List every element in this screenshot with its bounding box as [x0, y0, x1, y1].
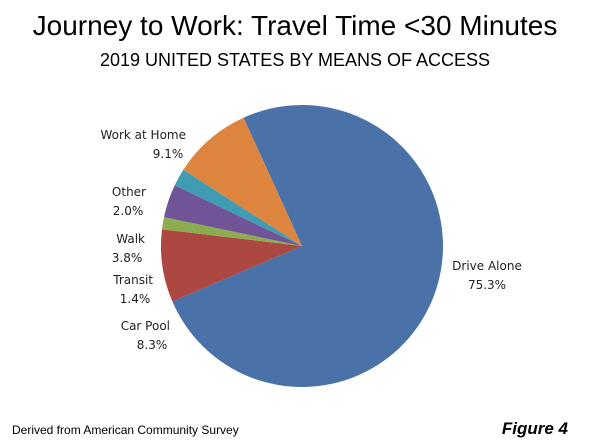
slice-label: Work at Home: [100, 128, 186, 142]
pie-slice-work-at-home: [183, 117, 302, 246]
slice-label: Drive Alone: [452, 259, 522, 273]
slice-label: Car Pool: [121, 319, 170, 333]
slice-label: Transit: [112, 273, 153, 287]
pie-slice-other: [174, 169, 302, 246]
pie-labels: Drive Alone 75.3% Car Pool 8.3% Transit 1.4% W…: [100, 128, 521, 352]
slice-value-label: 2.0%: [113, 204, 144, 218]
chart-subtitle: 2019 UNITED STATES BY MEANS OF ACCESS: [99, 50, 491, 70]
slice-label: Other: [112, 185, 146, 199]
figure-label: Figure 4: [501, 419, 568, 438]
pie-slice-drive-alone: [172, 105, 443, 388]
slice-value-label: 9.1%: [153, 147, 184, 161]
slice-value-label: 3.8%: [112, 251, 143, 265]
pie-slice-transit: [161, 217, 302, 246]
slice-value-label: 1.4%: [120, 292, 151, 306]
pie-slice-walk: [163, 185, 302, 246]
slice-label: Walk: [116, 232, 145, 246]
pie-slice-car-pool: [160, 229, 302, 302]
source-note: Derived from American Community Survey: [12, 423, 239, 437]
chart-title: Journey to Work: Travel Time <30 Minutes: [32, 10, 558, 41]
pie-slices: [160, 105, 443, 388]
slice-value-label: 75.3%: [468, 278, 506, 292]
slice-value-label: 8.3%: [137, 338, 168, 352]
